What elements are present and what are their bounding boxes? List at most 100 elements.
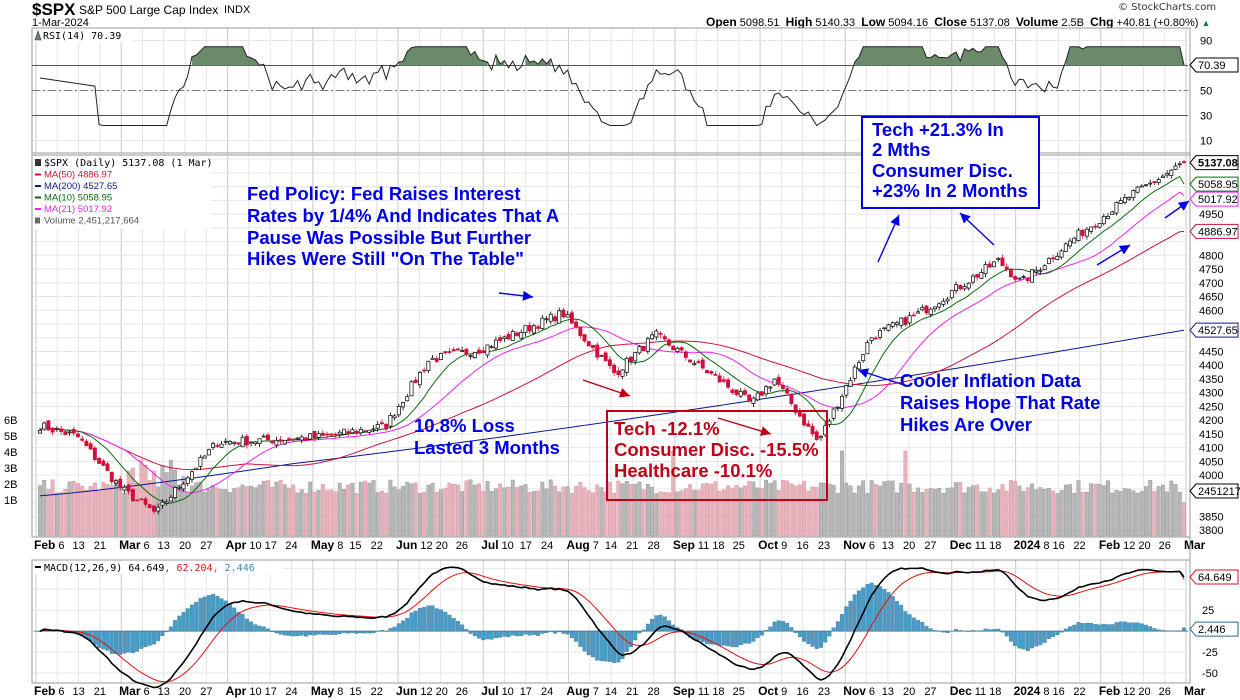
candle-body [1131, 190, 1136, 199]
price-legend-item: MA(21) 5017.92 [44, 204, 112, 215]
price-tick-label: 4300 [1199, 388, 1223, 400]
volume-bar [561, 486, 566, 537]
macd-histogram-bar [126, 630, 131, 653]
stockcharts-credit[interactable]: © StockCharts.com [1118, 2, 1217, 13]
volume-bar [84, 490, 89, 537]
macd-histogram-bar [793, 630, 798, 633]
macd-histogram-bar [1051, 630, 1056, 637]
volume-bar [544, 488, 549, 537]
x-tick-label: 17 [265, 540, 277, 552]
rsi-overbought-fill [191, 46, 264, 66]
volume-bar [190, 485, 194, 537]
volume-bar [844, 482, 849, 537]
macd-histogram-bar [869, 582, 874, 632]
volume-bar [367, 482, 372, 537]
candle-body [320, 432, 325, 436]
price-tick-label: 4350 [1199, 374, 1223, 386]
x-tick-label: 13 [882, 540, 894, 552]
rsi-tick-label: 30 [1200, 111, 1212, 123]
candle-body [401, 402, 405, 408]
candle-body [122, 486, 127, 491]
volume-bar [873, 484, 878, 537]
candle-body [869, 337, 874, 341]
volume-bar [928, 488, 933, 537]
volume-bar [59, 491, 64, 537]
x-tick-label: 13 [72, 540, 84, 552]
macd-histogram-bar [1055, 630, 1060, 635]
candle-body [793, 404, 798, 413]
volume-bar [776, 490, 781, 537]
macd-histogram-bar [586, 630, 591, 656]
macd-histogram-bar [325, 630, 330, 635]
macd-histogram-bar [713, 630, 718, 645]
x-tick-label: 10 [502, 540, 514, 552]
candle-body [1106, 216, 1110, 220]
macd-histogram-bar [747, 630, 752, 644]
candle-body [553, 316, 557, 322]
x-tick-label: 17 [265, 686, 277, 698]
ma21-value-tag: 5017.92 [1189, 191, 1239, 207]
volume-bar [206, 489, 211, 537]
candle-body [743, 390, 747, 395]
macd-histogram-bar [1135, 622, 1140, 632]
volume-bar [907, 483, 912, 537]
ma50-line [39, 230, 1185, 471]
x-tick-label: 15 [349, 686, 361, 698]
volume-bar [71, 480, 76, 537]
volume-bar [456, 484, 460, 537]
macd-histogram-bar [945, 630, 950, 633]
volume-bar [101, 482, 106, 537]
volume-bar [392, 486, 397, 537]
volume-bar [835, 493, 840, 537]
candle-body [1046, 258, 1051, 265]
volume-bar [342, 489, 346, 537]
macd-histogram-bar [814, 630, 819, 649]
volume-bar [215, 487, 220, 537]
price-tick-label: 4950 [1199, 209, 1223, 221]
candle-body [510, 331, 515, 341]
x-tick-label: 6 [58, 540, 64, 552]
macd-histogram-bar [776, 620, 781, 632]
macd-histogram-bar [270, 630, 275, 632]
candle-body [1013, 276, 1018, 280]
macd-histogram-bar [738, 630, 743, 646]
macd-histogram-bar [806, 630, 811, 644]
rsi-tick-label: 50 [1200, 86, 1212, 98]
macd-histogram-bar [607, 630, 612, 662]
candle-body [38, 430, 42, 434]
macd-histogram-bar [109, 630, 114, 654]
macd-histogram-bar [941, 630, 946, 633]
volume-tick-label: 5B [4, 431, 17, 443]
volume-bar [1131, 490, 1136, 537]
candle-body [92, 447, 97, 460]
x-tick-label: Jul [481, 538, 498, 552]
x-tick-label: 17 [520, 540, 532, 552]
candle-body [282, 439, 287, 445]
candle-body [1173, 165, 1178, 170]
candle-body [586, 341, 591, 347]
x-tick-label: 21 [626, 540, 638, 552]
x-tick-label: Feb [1099, 684, 1120, 698]
candle-body [705, 370, 709, 374]
candle-body [975, 274, 980, 278]
x-tick-label: 13 [72, 686, 84, 698]
macd-histogram-bar [472, 630, 477, 637]
candle-body [717, 375, 722, 383]
candle-body [603, 352, 608, 362]
macd-histogram-bar [1089, 622, 1094, 632]
candle-body [367, 429, 372, 433]
macd-histogram-bar [565, 630, 570, 635]
candle-body [42, 422, 47, 430]
candle-body [405, 396, 410, 402]
annotation-cooler-inflation: Cooler Inflation Data Raises Hope That R… [900, 370, 1101, 435]
candle-body [1084, 228, 1089, 237]
ma200-value-tag: 4527.65 [1189, 322, 1239, 338]
macd-histogram-bar [894, 601, 899, 632]
x-tick-label: 25 [733, 540, 745, 552]
candle-body [481, 350, 486, 353]
volume-bar [1025, 487, 1030, 537]
candle-body [1017, 277, 1022, 280]
volume-bar [1068, 484, 1072, 537]
volume-bar [460, 491, 465, 537]
